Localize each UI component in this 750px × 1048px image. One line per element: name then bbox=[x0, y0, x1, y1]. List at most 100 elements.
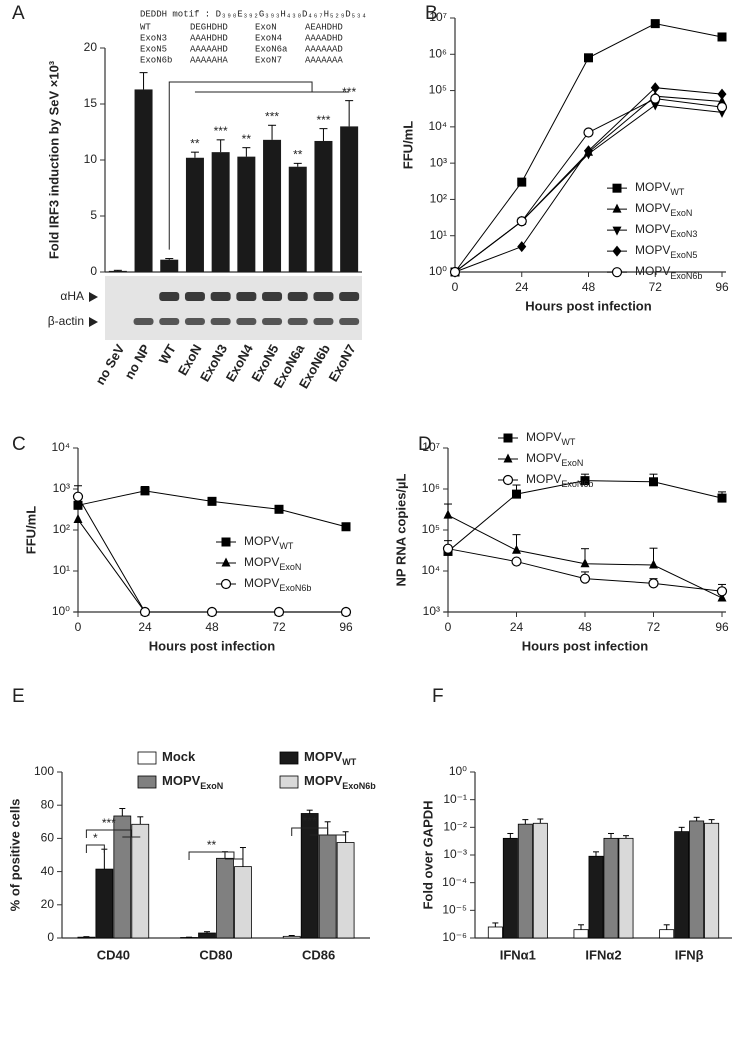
blot-band bbox=[159, 292, 180, 301]
legend-subscript: ExoN6b bbox=[279, 583, 311, 593]
bar bbox=[237, 156, 256, 272]
bar bbox=[588, 855, 604, 939]
panel-letter: F bbox=[432, 686, 444, 707]
bracket bbox=[291, 827, 329, 836]
blot-band bbox=[287, 292, 308, 301]
y-tick-label: 5 bbox=[90, 208, 97, 222]
blot-band bbox=[262, 318, 283, 325]
significance-label: *** bbox=[214, 124, 228, 138]
y-axis-label: FFU/mL bbox=[23, 506, 38, 554]
blot-arrow bbox=[89, 292, 98, 302]
legend-label: MOPVExoN6b bbox=[244, 576, 311, 593]
marker bbox=[73, 500, 83, 510]
marker bbox=[442, 543, 454, 554]
significance-label: ** bbox=[190, 136, 200, 150]
bar bbox=[336, 842, 355, 939]
y-tick-label: 10⁷ bbox=[422, 440, 440, 454]
legend-name: MOPV bbox=[526, 430, 561, 444]
y-axis-label: NP RNA copies/µL bbox=[393, 473, 408, 586]
marker bbox=[649, 559, 658, 569]
marker bbox=[274, 504, 284, 514]
x-tick-label: CD80 bbox=[199, 947, 232, 962]
bar bbox=[288, 166, 307, 272]
bar bbox=[487, 926, 503, 939]
legend-label: MOPVWT bbox=[304, 749, 357, 767]
y-axis-label: Fold IRF3 induction by SeV ×10³ bbox=[46, 60, 61, 259]
legend-swatch bbox=[279, 775, 299, 789]
panel-letter: D bbox=[418, 434, 432, 455]
legend-label: MOPVExoN6b bbox=[526, 472, 593, 489]
marker bbox=[73, 514, 83, 524]
marker bbox=[579, 573, 591, 584]
blot-band bbox=[313, 318, 334, 325]
x-axis-label: Hours post infection bbox=[149, 638, 275, 653]
y-tick-label: 10⁶ bbox=[429, 46, 447, 60]
legend-name: MOPV bbox=[162, 773, 201, 788]
motif-cell: AAAADHD bbox=[305, 33, 343, 43]
bar bbox=[674, 831, 690, 939]
legend-name: MOPV bbox=[635, 201, 670, 215]
marker bbox=[140, 486, 150, 496]
blot-band bbox=[339, 318, 360, 325]
bar bbox=[704, 822, 720, 939]
x-tick-label: IFNβ bbox=[675, 947, 704, 962]
motif-cell: AAAAAAA bbox=[305, 55, 343, 65]
marker bbox=[717, 493, 727, 503]
series-line bbox=[454, 95, 723, 273]
y-tick-label: 10⁵ bbox=[422, 522, 440, 536]
legend-label: MOPVExoN6b bbox=[635, 264, 702, 281]
motif-cell: ExoN3 bbox=[140, 33, 167, 43]
blot-band bbox=[287, 318, 308, 325]
motif-cell: WT bbox=[140, 22, 151, 32]
legend-subscript: ExoN bbox=[279, 562, 301, 572]
y-axis-label: Fold over GAPDH bbox=[420, 800, 435, 909]
significance-label: *** bbox=[316, 113, 330, 127]
legend-subscript: ExoN6b bbox=[561, 479, 593, 489]
panel-letter: B bbox=[425, 3, 438, 24]
significance-label: *** bbox=[342, 85, 356, 99]
bracket bbox=[85, 829, 132, 838]
bar bbox=[234, 866, 252, 939]
motif-cell: ExoN4 bbox=[255, 33, 282, 43]
legend-name: MOPV bbox=[635, 264, 670, 278]
x-axis-label: Hours post infection bbox=[525, 298, 651, 313]
bar bbox=[318, 834, 337, 939]
legend-marker bbox=[221, 537, 231, 547]
bar bbox=[216, 857, 234, 939]
legend-name: MOPV bbox=[244, 555, 279, 569]
legend-name: Mock bbox=[162, 749, 196, 764]
marker bbox=[517, 177, 527, 187]
legend-subscript: ExoN3 bbox=[670, 230, 697, 240]
marker bbox=[340, 606, 352, 618]
series-line bbox=[454, 87, 723, 273]
x-tick-label: 48 bbox=[582, 280, 596, 294]
legend-subscript: WT bbox=[670, 188, 684, 198]
marker bbox=[512, 544, 521, 554]
legend-swatch bbox=[137, 751, 157, 765]
y-tick-label: 10⁻⁴ bbox=[442, 875, 467, 889]
x-tick-label: no NP bbox=[121, 341, 153, 381]
blot-band bbox=[339, 292, 360, 301]
legend-subscript: ExoN bbox=[561, 458, 583, 468]
legend-label: MOPVWT bbox=[526, 430, 576, 447]
legend-name: MOPV bbox=[244, 534, 279, 548]
bar bbox=[160, 259, 179, 272]
blot-label: αHA bbox=[60, 289, 84, 303]
marker bbox=[583, 127, 594, 138]
motif-cell: ExoN5 bbox=[140, 44, 167, 54]
x-tick-label: no SeV bbox=[92, 341, 127, 387]
marker bbox=[580, 558, 590, 568]
bar bbox=[134, 89, 153, 272]
y-tick-label: 10⁻¹ bbox=[443, 792, 467, 806]
marker bbox=[717, 32, 727, 42]
x-tick-label: 96 bbox=[715, 280, 729, 294]
marker bbox=[206, 606, 218, 618]
y-tick-label: 10⁴ bbox=[51, 440, 70, 454]
x-tick-label: CD86 bbox=[302, 947, 335, 962]
blot-band bbox=[184, 292, 205, 301]
x-tick-label: IFNα1 bbox=[500, 947, 536, 962]
marker bbox=[72, 491, 84, 502]
series-line bbox=[77, 496, 346, 613]
bar bbox=[517, 823, 533, 939]
y-tick-label: 10⁰ bbox=[429, 264, 447, 278]
